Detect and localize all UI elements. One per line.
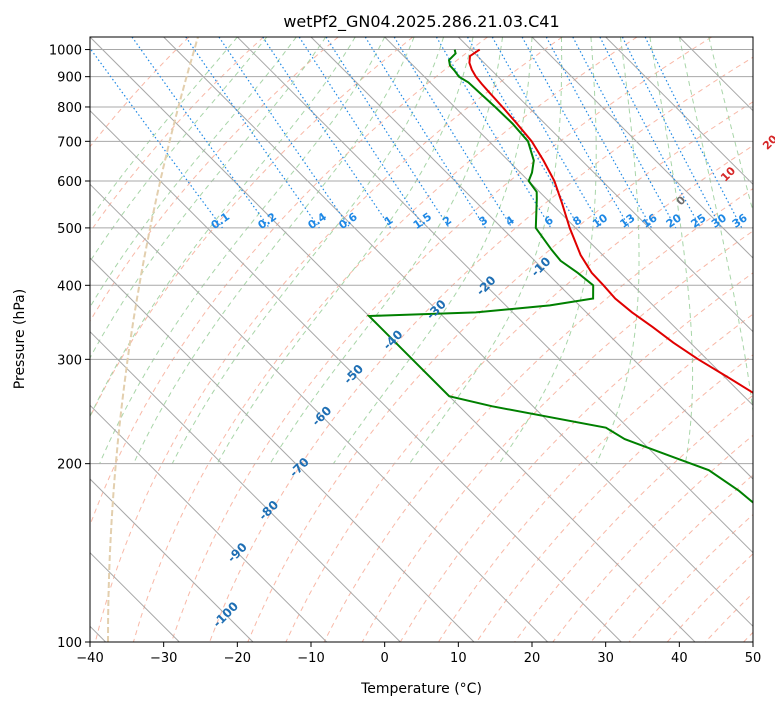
dry-adiabat [399,272,753,642]
y-tick-label: 500 [57,222,82,237]
moist-adiabat [595,37,640,464]
mixing-ratio-line [644,37,743,229]
mixing-ratio-line [572,37,677,229]
moist-adiabat [133,37,415,464]
mixing-ratio-line [521,37,631,229]
mixing-ratio-line [131,37,270,229]
dry-adiabat [361,230,753,642]
x-tick-label: 0 [381,651,389,666]
moist-adiabat [90,37,356,418]
y-axis-label: Pressure (hPa) [12,289,28,389]
moist-adiabat [678,37,753,415]
isotherm [457,37,753,333]
mixing-ratio-line [90,47,223,229]
isotherm [90,478,254,642]
series-layer [366,48,753,504]
isotherm [90,183,549,642]
x-tick-label: −10 [297,651,324,666]
arc-line [107,37,199,642]
isotherm [236,37,753,554]
mixing-ratio-line [185,37,320,229]
x-tick-label: −40 [76,651,103,666]
x-tick-label: 50 [745,651,762,666]
y-tick-label: 800 [57,101,82,116]
x-tick-label: −30 [150,651,177,666]
moist-adiabat [171,37,445,464]
dry-adiabat [247,101,753,642]
isotherm [531,37,753,259]
dry-adiabat [90,37,190,148]
y-tick-label: 900 [57,71,82,86]
dewpoint-profile [366,49,753,504]
mixing-ratio-line [393,37,513,229]
moist-adiabat [90,37,327,359]
dry-adiabat [171,37,712,642]
dry-adiabat [209,56,753,642]
chart-title: wetPf2_GN04.2025.286.21.03.C41 [283,12,559,32]
isotherm [90,330,401,642]
mixing-ratio-line [545,37,653,229]
dry-adiabat [90,37,264,233]
y-tick-label: 100 [57,636,82,651]
isotherm [90,257,475,642]
y-tick-label: 300 [57,353,82,368]
plot-frame [89,36,754,643]
x-tick-label: 10 [450,651,467,666]
dry-adiabat [90,37,339,323]
mixing-ratio-line [218,37,351,229]
x-tick-label: 40 [671,651,688,666]
moist-adiabat [649,37,694,464]
mixing-ratio-line [325,37,450,229]
moist-adiabat [708,37,753,214]
y-axis: 100 200 300 400 500 600 700 800 900 1000 [49,44,90,651]
isotherm [384,37,753,407]
dry-adiabat [132,37,638,642]
grid-layer [90,37,753,642]
y-tick-label: 1000 [49,44,82,59]
x-axis: −40 −30 −20 −10 0 10 20 30 40 50 [76,642,761,666]
isotherm [163,37,753,628]
isotherm [90,404,328,642]
isotherm [310,37,753,480]
y-tick-label: 700 [57,135,82,150]
dry-adiabat [514,394,753,642]
moist-adiabat [498,37,597,464]
x-tick-label: 30 [597,651,614,666]
mixing-ratio-line [298,37,425,229]
moist-adiabat [408,37,563,464]
isotherm [605,37,753,186]
dry-adiabat [94,37,563,642]
x-axis-label: Temperature (°C) [360,681,482,697]
x-tick-label: 20 [524,651,541,666]
moist-adiabat [332,37,533,464]
moist-adiabat [90,37,238,221]
moist-adiabat [216,37,474,464]
mixing-ratio-line [262,37,392,229]
y-tick-label: 400 [57,279,82,294]
dry-adiabat [90,37,488,527]
temperature-profile [468,48,753,394]
x-tick-label: −20 [224,651,251,666]
moist-adiabat [90,37,268,263]
y-tick-label: 600 [57,175,82,190]
y-tick-label: 200 [57,458,82,473]
isotherm [90,109,622,642]
moist-adiabat [269,37,503,464]
moist-adiabat [90,37,297,309]
